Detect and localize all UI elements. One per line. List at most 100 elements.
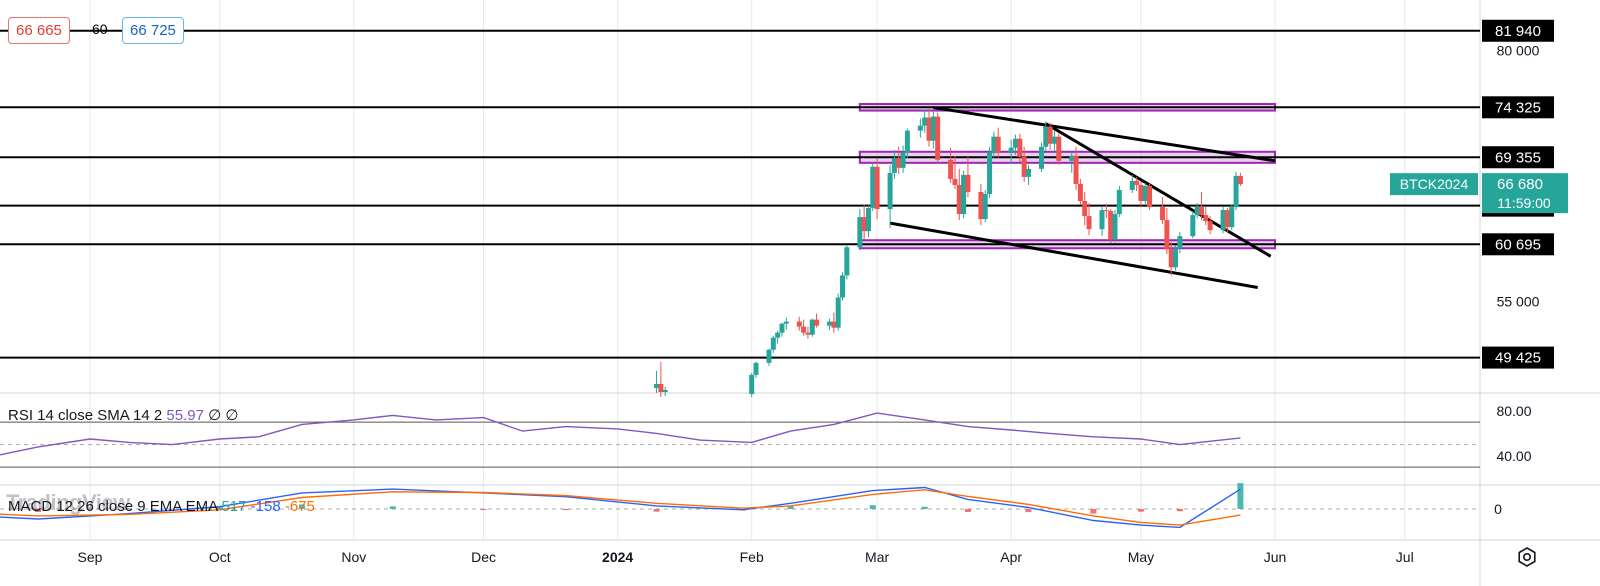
symbol-tag-box [1390, 173, 1478, 196]
candle-body [1224, 210, 1230, 228]
candle-body [775, 332, 781, 338]
candle [982, 189, 988, 223]
macd-axis-label: 0 [1494, 501, 1502, 517]
candle [835, 293, 841, 331]
candle [1220, 207, 1226, 234]
candle [1008, 139, 1014, 164]
candle [857, 209, 863, 251]
macd-histogram-bar [125, 508, 132, 510]
candle [1116, 185, 1122, 218]
candle-body [658, 383, 664, 392]
candle [1013, 134, 1019, 155]
candle-body [662, 389, 668, 392]
candle [1198, 191, 1204, 221]
candle-body [1086, 216, 1092, 230]
level-label-box [1482, 146, 1554, 169]
level-label: 60 695 [1495, 236, 1541, 253]
candle [865, 204, 871, 238]
candle-body [1147, 185, 1153, 208]
candle-body [1008, 147, 1014, 153]
candle [753, 361, 759, 378]
candle-body [1138, 184, 1144, 202]
candle [1103, 204, 1109, 219]
candle-body [779, 323, 785, 333]
time-axis-label: Apr [1000, 549, 1022, 565]
macd-histogram-bar [562, 509, 569, 511]
candle-body [1013, 138, 1019, 148]
candle-body [1229, 207, 1235, 228]
rsi-axis-label: 80.00 [1496, 403, 1531, 419]
candle-body [1129, 180, 1135, 190]
candle [948, 147, 954, 183]
candle [1237, 172, 1243, 186]
macd-histogram-bar [298, 504, 305, 509]
grid-lines [89, 0, 1406, 540]
candle [978, 183, 984, 226]
candle [658, 361, 664, 398]
candle [1025, 164, 1031, 185]
candle [770, 335, 776, 353]
candle [904, 128, 910, 159]
current-price-label: 66 680 [1497, 176, 1543, 193]
candle-body [891, 157, 897, 173]
ask-price-box[interactable]: 66 725 [122, 17, 184, 44]
rsi-legend[interactable]: RSI 14 close SMA 14 2 55.97 ∅ ∅ [8, 406, 238, 424]
candle-body [831, 321, 837, 328]
macd-line [0, 486, 1241, 529]
candle-body [1142, 185, 1148, 202]
candle [1017, 133, 1023, 162]
candle [814, 313, 820, 328]
settings-gear-icon[interactable] [1516, 546, 1538, 568]
candle [654, 370, 660, 394]
candle [809, 318, 815, 337]
candle-body [1112, 214, 1118, 240]
candle [1224, 208, 1230, 233]
candle [1160, 197, 1166, 225]
time-axis-label: May [1128, 549, 1154, 565]
macd-legend[interactable]: MACD 12 26 close 9 EMA EMA 517 -158 -675 [8, 498, 315, 515]
macd-histogram-bar [1025, 509, 1032, 513]
candle-body [1099, 210, 1105, 230]
candle [1177, 232, 1183, 254]
candle-body [749, 374, 755, 395]
macd-signal-line [0, 489, 1241, 526]
candle [1077, 178, 1083, 206]
rsi-legend-value: 55.97 [166, 407, 204, 424]
macd-histogram-bar [1137, 509, 1144, 512]
candle [991, 131, 997, 158]
candle [1073, 146, 1079, 190]
candle-body [1043, 126, 1049, 147]
candle-body [814, 319, 820, 326]
candle [1207, 216, 1213, 235]
candle [965, 156, 971, 198]
candle [796, 316, 802, 331]
level-label-box [1482, 96, 1554, 119]
macd-legend-histogram: -675 [284, 498, 315, 515]
bid-price-box[interactable]: 66 665 [8, 17, 70, 44]
macd-legend-macd: 517 [221, 498, 247, 515]
candle [900, 145, 906, 173]
candle-body [965, 174, 971, 192]
candle-body [1073, 155, 1079, 184]
candle [1134, 176, 1140, 191]
candle-body [1173, 248, 1179, 268]
candle [861, 205, 867, 240]
candle-body [835, 297, 841, 328]
candle [1099, 206, 1105, 237]
candle [1043, 121, 1049, 151]
candle [874, 158, 880, 220]
candle [917, 118, 923, 138]
candle [956, 168, 962, 221]
candle-body [1203, 215, 1209, 222]
candle-body [1025, 168, 1031, 177]
candle-body [783, 321, 789, 324]
candle [844, 245, 850, 280]
candle-body [1134, 180, 1140, 185]
candle-body [904, 130, 910, 153]
macd-histogram-bar [653, 509, 660, 512]
price-axis-label: 55 000 [1497, 294, 1540, 310]
candle [995, 127, 1001, 158]
candle-body [900, 152, 906, 168]
candle-body [870, 166, 876, 209]
